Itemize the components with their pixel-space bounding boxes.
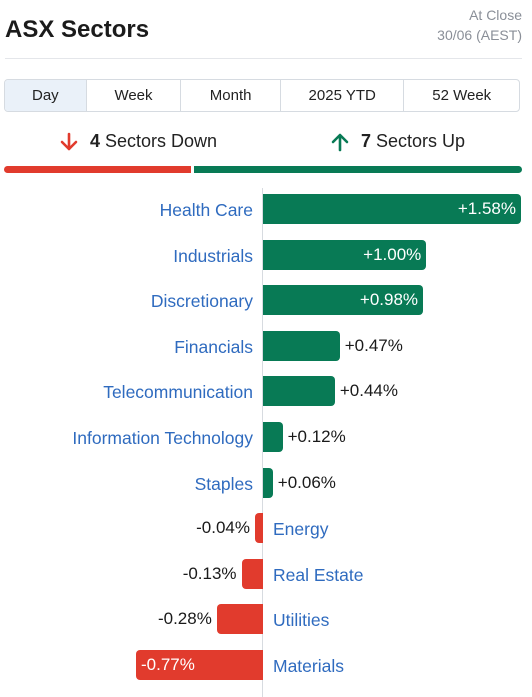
sector-name[interactable]: Energy: [273, 519, 329, 540]
sector-change-value: +0.98%: [359, 290, 419, 310]
sector-change-value: +1.00%: [363, 244, 422, 264]
as-of-line1: At Close: [469, 7, 522, 23]
zero-axis-line: [262, 188, 263, 697]
sectors-down-summary: 4 Sectors Down: [60, 131, 217, 152]
sector-change-value: -0.04%: [196, 518, 250, 538]
arrow-down-icon: [60, 132, 78, 150]
sector-bar: [263, 376, 335, 407]
sector-row[interactable]: Industrials +1.00%: [0, 239, 532, 274]
sector-row[interactable]: Health Care +1.58%: [0, 194, 532, 228]
sector-name[interactable]: Information Technology: [72, 428, 253, 448]
sector-row[interactable]: Information Technology +0.12%: [0, 422, 532, 456]
sector-row[interactable]: Discretionary +0.98%: [0, 285, 532, 319]
arrow-up-icon: [331, 133, 349, 151]
sector-name[interactable]: Industrials: [173, 245, 253, 266]
sector-row[interactable]: Materials -0.77%: [0, 650, 532, 684]
sector-name[interactable]: Discretionary: [150, 291, 253, 312]
sectors-down-bar: [4, 166, 191, 173]
page-title: ASX Sectors: [5, 16, 150, 43]
sector-bar: [255, 513, 263, 544]
sector-row[interactable]: Telecommunication +0.44%: [0, 376, 532, 410]
sector-bar: [216, 604, 263, 635]
sector-row[interactable]: Financials +0.47%: [0, 330, 532, 365]
as-of-label: At Close 30/06 (AEST): [437, 5, 522, 45]
sector-row[interactable]: Real Estate -0.13%: [0, 558, 532, 593]
sector-bar: [263, 194, 521, 224]
tab-month[interactable]: Month: [181, 80, 281, 111]
sector-change-value: -0.28%: [157, 609, 212, 629]
sectors-up-count: 7: [361, 131, 372, 151]
sector-name[interactable]: Health Care: [159, 200, 253, 220]
sector-change-value: +0.47%: [344, 335, 403, 355]
sector-row[interactable]: Utilities -0.28%: [0, 604, 532, 638]
sector-name[interactable]: Materials: [273, 656, 344, 676]
sector-bar: [136, 650, 263, 680]
sector-bar: [263, 422, 283, 452]
sectors-down-label: Sectors Down: [105, 131, 218, 151]
sector-bar: [263, 330, 340, 361]
widget-header: ASX Sectors At Close 30/06 (AEST): [0, 0, 532, 58]
sector-change-value: -0.77%: [141, 655, 195, 674]
sectors-up-bar: [194, 166, 522, 173]
sector-change-value: +0.12%: [287, 427, 346, 446]
as-of-line2: 30/06 (AEST): [437, 27, 522, 43]
sector-bar: [263, 285, 424, 316]
tab-ytd[interactable]: 2025 YTD: [281, 80, 405, 111]
sector-row[interactable]: Staples +0.06%: [0, 467, 532, 502]
header-divider: [5, 58, 522, 59]
sector-change-value: +0.44%: [339, 381, 398, 401]
sectors-up-label: Sectors Up: [376, 131, 466, 151]
sector-bar: [263, 239, 427, 270]
period-tabs: Day Week Month 2025 YTD 52 Week: [4, 79, 520, 112]
sector-name[interactable]: Financials: [174, 336, 253, 357]
sector-name[interactable]: Staples: [194, 473, 253, 494]
sector-name[interactable]: Telecommunication: [103, 382, 253, 403]
sector-name[interactable]: Utilities: [273, 610, 330, 631]
sector-change-value: +1.58%: [457, 199, 516, 218]
sector-bar: [241, 558, 263, 589]
tab-week[interactable]: Week: [87, 80, 182, 111]
sector-change-value: -0.13%: [182, 563, 237, 583]
tab-52-week[interactable]: 52 Week: [432, 87, 492, 104]
sectors-up-summary: 7 Sectors Up: [331, 131, 465, 152]
sectors-down-count: 4: [90, 131, 101, 151]
sector-bar: [263, 467, 273, 498]
sector-change-value: +0.06%: [277, 472, 336, 492]
tab-day[interactable]: Day: [5, 80, 87, 111]
sector-row[interactable]: Energy -0.04%: [0, 513, 532, 547]
sector-name[interactable]: Real Estate: [273, 564, 364, 585]
